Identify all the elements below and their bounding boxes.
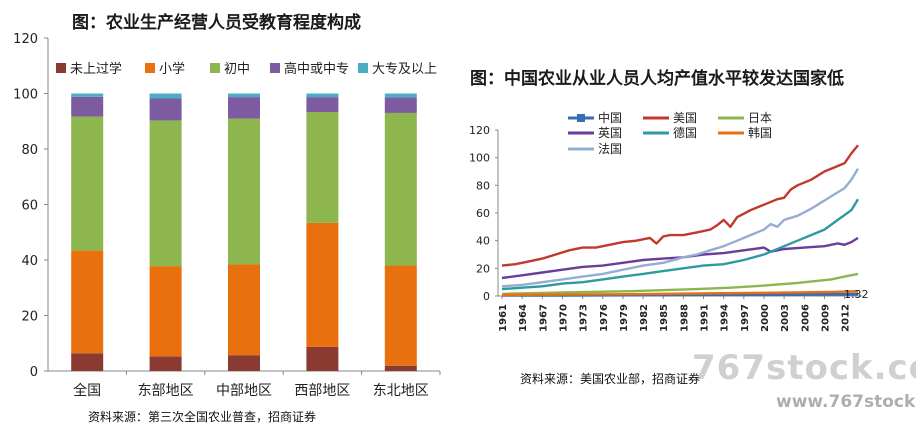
bar-segment xyxy=(306,93,339,98)
x-category-label: 东部地区 xyxy=(138,383,194,399)
legend-label: 法国 xyxy=(598,142,622,156)
y-tick-label: 80 xyxy=(21,143,38,158)
bar-segment xyxy=(71,250,104,354)
right-chart-title: 图：中国农业从业人员人均产值水平较发达国家低 xyxy=(470,69,844,89)
x-tick-label: 1985 xyxy=(659,304,670,332)
right-line-chart: 0 20 40 60 80 100 120 1961 1964 1967 1970 1973 1976 1… xyxy=(469,110,869,332)
series-line xyxy=(501,144,859,267)
bar-segment xyxy=(71,93,104,97)
bar-segment xyxy=(71,353,104,371)
watermark-main: 767stock.com xyxy=(692,348,916,388)
right-chart-source: 资料来源：美国农业部，招商证券 xyxy=(520,372,701,386)
watermark-sub: www.767stock.com xyxy=(776,392,916,412)
series-line xyxy=(501,236,859,280)
x-tick-label: 1982 xyxy=(639,304,650,332)
bar-segment xyxy=(71,116,104,251)
x-tick-label: 1988 xyxy=(679,304,690,332)
series-line xyxy=(501,290,859,297)
bar-segment xyxy=(228,118,260,265)
x-tick-label: 1964 xyxy=(518,304,529,332)
x-tick-label: 1961 xyxy=(498,304,509,332)
bar-segment xyxy=(306,222,339,347)
x-tick-label: 1970 xyxy=(558,304,569,332)
left-chart-title: 图：农业生产经营人员受教育程度构成 xyxy=(72,13,361,33)
y-tick-label: 20 xyxy=(21,310,38,325)
bar-segment xyxy=(306,97,339,113)
legend-label: 德国 xyxy=(673,125,697,140)
y-tick-label: 60 xyxy=(476,207,490,220)
series-line xyxy=(501,168,860,288)
series-line xyxy=(501,198,860,291)
bar-segment xyxy=(149,356,182,371)
y-tick-label: 20 xyxy=(476,262,490,275)
bar-segment xyxy=(149,98,182,121)
y-tick-label: 80 xyxy=(476,179,490,192)
legend-swatch xyxy=(56,63,66,73)
x-tick-label: 2003 xyxy=(780,304,791,332)
y-tick-label: 40 xyxy=(21,254,38,269)
bar-segment xyxy=(306,112,339,223)
x-category-label: 西部地区 xyxy=(294,383,350,399)
y-tick-label: 100 xyxy=(13,88,38,103)
y-tick-label: 0 xyxy=(483,290,490,303)
series-line xyxy=(501,272,859,296)
bar-segment xyxy=(228,264,260,356)
data-label: 1.32 xyxy=(844,288,869,301)
x-tick-label: 2009 xyxy=(820,304,831,332)
x-category-label: 全国 xyxy=(73,382,101,399)
legend-label: 初中 xyxy=(224,62,250,77)
x-tick-label: 1979 xyxy=(619,304,630,332)
y-tick-label: 120 xyxy=(469,124,490,137)
x-tick-label: 1976 xyxy=(599,304,610,332)
legend-label: 韩国 xyxy=(748,125,772,140)
legend-marker xyxy=(577,114,585,122)
legend-label: 美国 xyxy=(673,111,697,125)
bar-segment xyxy=(149,266,182,357)
y-tick-label: 60 xyxy=(21,199,38,214)
bar-segment xyxy=(228,355,260,371)
legend-label: 英国 xyxy=(598,126,622,140)
x-tick-label: 1967 xyxy=(538,304,549,332)
x-tick-label: 2006 xyxy=(800,304,811,332)
bar-segment xyxy=(384,97,417,113)
bar-segment xyxy=(149,93,182,99)
x-tick-label: 1991 xyxy=(700,304,711,332)
bar-segment xyxy=(384,93,417,98)
bar-segment xyxy=(71,96,104,117)
y-tick-label: 40 xyxy=(476,235,490,248)
legend-label: 高中或中专 xyxy=(284,61,349,77)
x-tick-label: 1973 xyxy=(579,304,590,332)
legend-label: 大专及以上 xyxy=(372,62,437,77)
x-category-label: 东北地区 xyxy=(373,383,429,399)
x-tick-label: 1997 xyxy=(740,304,751,332)
legend-swatch xyxy=(210,63,220,73)
x-tick-label: 2012 xyxy=(841,304,852,332)
bar-segment xyxy=(228,97,260,119)
legend-swatch xyxy=(145,63,155,73)
legend-label: 日本 xyxy=(748,111,772,125)
legend-label: 中国 xyxy=(598,110,622,125)
y-tick-label: 100 xyxy=(469,152,490,165)
legend-swatch xyxy=(270,63,280,73)
legend-label: 未上过学 xyxy=(70,61,122,77)
y-tick-label: 120 xyxy=(13,32,38,47)
x-tick-label: 2000 xyxy=(760,304,771,332)
bar-segment xyxy=(228,93,260,98)
y-tick-label: 0 xyxy=(30,365,38,380)
bar-segment xyxy=(384,112,417,266)
legend-label: 小学 xyxy=(159,61,185,77)
x-category-label: 中部地区 xyxy=(216,383,272,399)
bar-segment xyxy=(384,265,417,366)
legend-swatch xyxy=(358,63,368,73)
bar-segment xyxy=(306,346,339,371)
x-tick-label: 1994 xyxy=(720,304,731,332)
bar-segment xyxy=(149,120,182,267)
bar-segment xyxy=(384,365,417,371)
left-stacked-bar-chart: 0 20 40 60 80 100 120 全国 东部地区 中部地区 西部地区 东北地区 未上过学 小学 初… xyxy=(13,32,441,399)
